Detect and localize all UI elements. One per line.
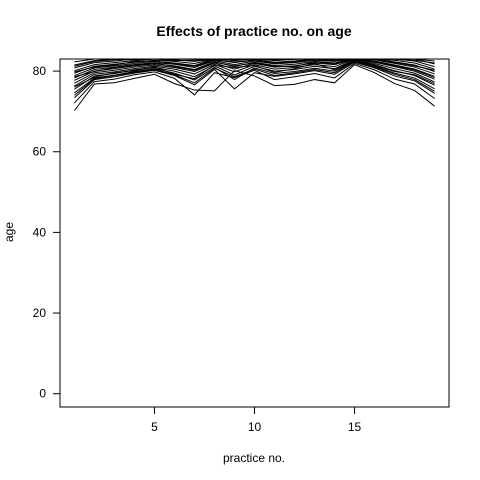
series-line-10 bbox=[74, 59, 435, 76]
y-tick-label: 40 bbox=[33, 225, 47, 239]
series-line-2 bbox=[74, 62, 435, 104]
series-line-19 bbox=[74, 60, 435, 96]
series-line-3 bbox=[74, 61, 435, 99]
y-axis-label: age bbox=[2, 222, 16, 242]
series-line-1 bbox=[74, 64, 435, 111]
x-axis-label: practice no. bbox=[223, 451, 285, 465]
chart-title: Effects of practice no. on age bbox=[156, 23, 351, 39]
x-tick-label: 5 bbox=[151, 420, 158, 434]
series-line-6 bbox=[74, 59, 435, 87]
y-tick-label: 20 bbox=[33, 306, 47, 320]
y-axis: 0 20 40 60 80 bbox=[33, 64, 60, 401]
series-line-4 bbox=[74, 60, 435, 94]
y-tick-label: 0 bbox=[39, 387, 46, 401]
x-tick-label: 10 bbox=[248, 420, 262, 434]
series-line-16 bbox=[74, 59, 435, 88]
x-axis: 5 10 15 bbox=[151, 407, 362, 434]
series-line-11 bbox=[74, 59, 435, 74]
series-layer bbox=[74, 59, 435, 111]
y-tick-label: 60 bbox=[33, 145, 47, 159]
x-tick-label: 15 bbox=[348, 420, 362, 434]
series-line-12 bbox=[74, 59, 435, 72]
plot-frame bbox=[59, 58, 450, 408]
series-line-17 bbox=[74, 59, 435, 79]
y-tick-label: 80 bbox=[33, 64, 47, 78]
series-line-5 bbox=[74, 59, 435, 90]
series-line-20 bbox=[74, 59, 435, 67]
